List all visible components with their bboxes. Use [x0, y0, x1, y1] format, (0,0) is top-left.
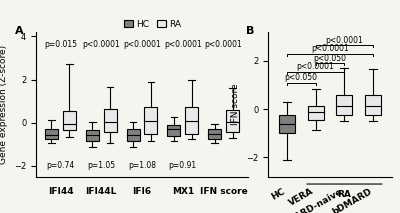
Bar — [86, 130, 99, 141]
Bar — [144, 106, 158, 134]
Bar — [185, 106, 198, 134]
Y-axis label: IFN score: IFN score — [232, 83, 240, 125]
Text: p=1.05: p=1.05 — [87, 161, 115, 170]
Text: p<0.0001: p<0.0001 — [82, 40, 120, 49]
Bar — [279, 115, 295, 133]
Bar — [126, 129, 140, 141]
Bar — [63, 111, 76, 130]
Text: p<0.0001: p<0.0001 — [205, 40, 242, 49]
Text: p<0.050: p<0.050 — [285, 73, 318, 82]
Bar — [167, 125, 180, 136]
Bar — [308, 106, 324, 120]
Bar — [208, 129, 221, 139]
Bar — [45, 129, 58, 139]
Text: p<0.0001: p<0.0001 — [311, 44, 349, 53]
Text: p=0.015: p=0.015 — [44, 40, 77, 49]
Bar — [365, 95, 381, 115]
Text: p=0.91: p=0.91 — [169, 161, 197, 170]
Bar — [226, 110, 239, 132]
Text: B: B — [246, 26, 254, 36]
Text: p=0.74: p=0.74 — [46, 161, 74, 170]
Y-axis label: Gene expression (Z-score): Gene expression (Z-score) — [0, 45, 8, 164]
Text: p<0.0001: p<0.0001 — [326, 36, 363, 45]
Bar — [336, 95, 352, 115]
Legend: HC, RA: HC, RA — [120, 16, 185, 32]
Bar — [104, 109, 117, 132]
Text: RA: RA — [338, 190, 351, 199]
Text: A: A — [15, 26, 24, 36]
Text: p<0.0001: p<0.0001 — [123, 40, 161, 49]
Text: p=1.08: p=1.08 — [128, 161, 156, 170]
Text: p<0.0001: p<0.0001 — [164, 40, 202, 49]
Text: p<0.0001: p<0.0001 — [297, 62, 334, 71]
Text: p<0.050: p<0.050 — [314, 54, 346, 63]
